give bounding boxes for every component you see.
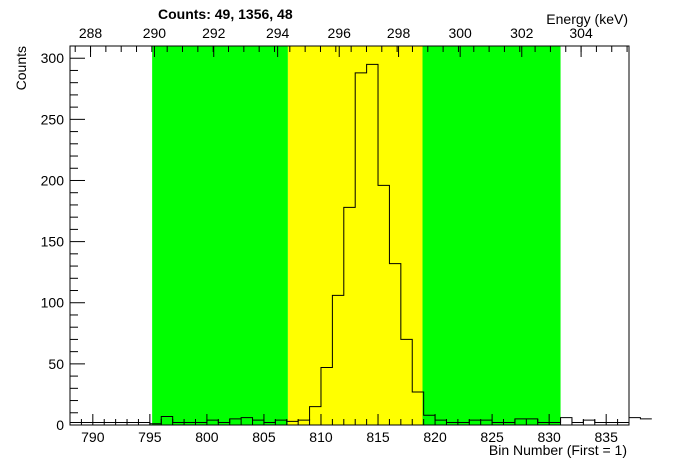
histogram-bin — [344, 207, 355, 425]
histogram-bin — [321, 368, 332, 425]
histogram-bin — [412, 392, 423, 425]
histogram-bin — [401, 339, 412, 425]
x-tick-label: 805 — [252, 429, 276, 445]
y-axis-label: Counts — [13, 46, 29, 90]
histogram-bin — [469, 420, 480, 425]
x-tick-label: 825 — [480, 429, 504, 445]
histogram-bin — [367, 64, 378, 425]
x-tick-label: 810 — [309, 429, 333, 445]
histogram-bin — [355, 73, 366, 425]
histogram-line — [70, 63, 652, 425]
histogram-bin — [161, 416, 172, 425]
x-tick-label: 835 — [595, 429, 619, 445]
x-tick-label: 795 — [138, 429, 162, 445]
top-axis: 288 290 292 294 296 298 300 302 304 — [74, 25, 628, 57]
histogram-bin — [378, 185, 389, 425]
histogram-bin — [332, 295, 343, 425]
top-tick-label: 298 — [387, 25, 411, 41]
histogram-bin — [424, 415, 435, 425]
top-tick-label: 296 — [328, 25, 352, 41]
histogram-series — [70, 63, 652, 425]
y-tick-label: 200 — [41, 172, 65, 188]
y-tick-label: 100 — [41, 295, 65, 311]
histogram-bin — [629, 418, 640, 425]
histogram-bin — [640, 419, 651, 425]
bottom-axis: 790 795 800 805 810 815 820 825 830 835 — [69, 414, 630, 445]
top-tick-label: 302 — [510, 25, 534, 41]
histogram-bin — [287, 421, 298, 425]
top-tick-label: 304 — [569, 25, 593, 41]
plot-frame — [69, 45, 630, 426]
region-background-left — [152, 46, 288, 425]
top-tick-label: 300 — [448, 25, 472, 41]
top-axis-label: Energy (keV) — [546, 11, 628, 27]
region-bands — [152, 46, 561, 425]
histogram-bin — [275, 420, 286, 425]
x-tick-label: 830 — [537, 429, 561, 445]
y-tick-label: 0 — [56, 417, 64, 433]
x-tick-label: 790 — [81, 429, 105, 445]
histogram-bin — [435, 420, 446, 425]
x-tick-label: 800 — [195, 429, 219, 445]
top-tick-label: 288 — [79, 25, 103, 41]
y-tick-label: 150 — [41, 234, 65, 250]
histogram-bin — [561, 418, 572, 425]
histogram-bin — [241, 418, 252, 425]
histogram-bin — [515, 419, 526, 425]
left-axis: 0 50 100 150 200 250 300 — [41, 45, 85, 433]
x-tick-label: 815 — [366, 429, 390, 445]
histogram-bin — [207, 420, 218, 425]
x-tick-label: 820 — [423, 429, 447, 445]
y-tick-label: 250 — [41, 111, 65, 127]
histogram-bin — [310, 407, 321, 425]
histogram-bin — [583, 420, 594, 425]
chart-title: Counts: 49, 1356, 48 — [158, 6, 293, 22]
histogram-bin — [526, 419, 537, 425]
histogram-bin — [389, 264, 400, 425]
histogram-bin — [298, 420, 309, 425]
histogram-bin — [481, 420, 492, 425]
histogram-bin — [230, 419, 241, 425]
top-tick-label: 292 — [202, 25, 226, 41]
x-axis-label: Bin Number (First = 1) — [489, 442, 627, 458]
y-tick-label: 50 — [48, 356, 64, 372]
top-tick-label: 294 — [266, 25, 290, 41]
top-tick-label: 290 — [143, 25, 167, 41]
histogram-bin — [253, 420, 264, 425]
region-background-right — [422, 46, 561, 425]
y-tick-label: 300 — [41, 50, 65, 66]
